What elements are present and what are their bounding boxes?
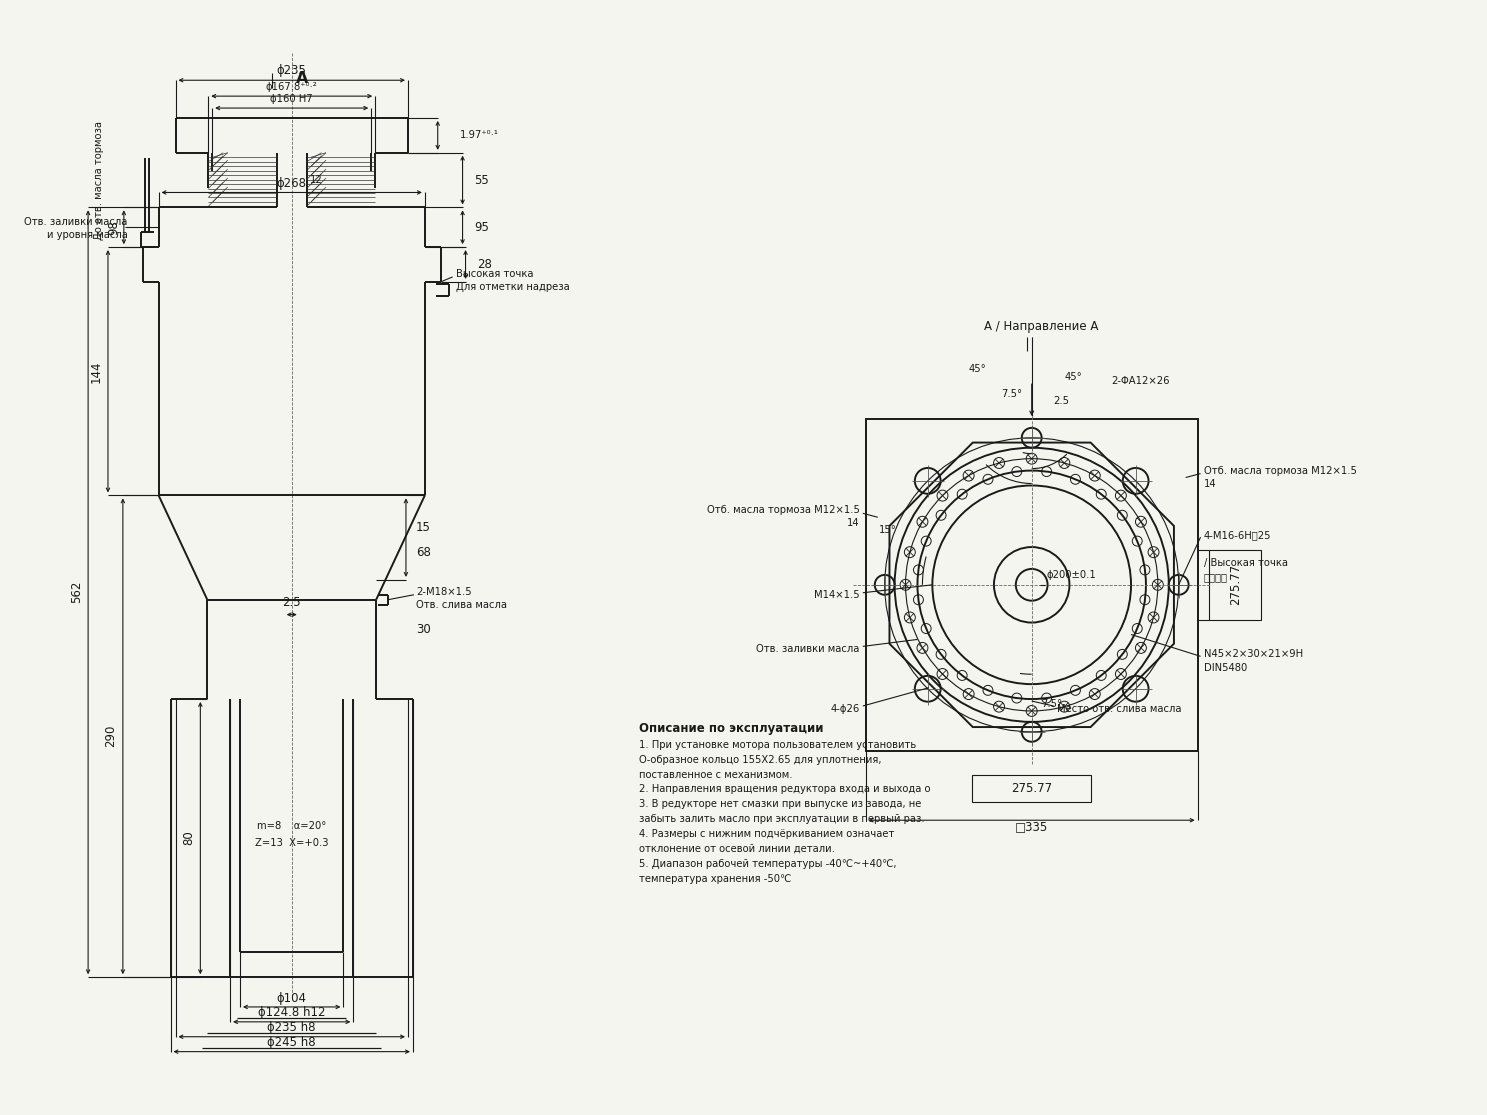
Text: 3. В редукторе нет смазки при выпуске из завода, не: 3. В редукторе нет смазки при выпуске из… xyxy=(639,799,922,809)
Bar xyxy=(1209,550,1261,620)
Text: 1.97⁺⁰·¹: 1.97⁺⁰·¹ xyxy=(459,130,498,140)
Text: ϕ235 h8: ϕ235 h8 xyxy=(268,1021,315,1035)
Text: отклонение от осевой линии детали.: отклонение от осевой линии детали. xyxy=(639,844,836,854)
Text: 2.5: 2.5 xyxy=(283,597,300,609)
Text: 98: 98 xyxy=(107,220,120,234)
Text: ϕ235: ϕ235 xyxy=(277,64,306,77)
Text: Отб. масла тормоза М12×1.5: Отб. масла тормоза М12×1.5 xyxy=(706,505,859,515)
Text: ϕ160 H7: ϕ160 H7 xyxy=(271,94,314,104)
Text: m=8    α=20°: m=8 α=20° xyxy=(257,821,327,831)
Text: 12: 12 xyxy=(311,175,323,185)
Text: 45°: 45° xyxy=(968,365,986,375)
Text: О-образное кольцо 155X2.65 для уплотнения,: О-образное кольцо 155X2.65 для уплотнени… xyxy=(639,755,882,765)
Text: Отб. масла тормоза М12×1.5: Отб. масла тормоза М12×1.5 xyxy=(1203,466,1356,476)
Text: 15: 15 xyxy=(416,521,431,534)
Text: А / Направление А: А / Направление А xyxy=(984,320,1099,333)
Text: ϕ245 h8: ϕ245 h8 xyxy=(268,1036,317,1049)
Text: Для отметки надреза: Для отметки надреза xyxy=(455,282,570,292)
Text: 15°: 15° xyxy=(879,525,897,535)
Text: 4. Размеры с нижним подчёркиванием означает: 4. Размеры с нижним подчёркиванием означ… xyxy=(639,830,895,840)
Text: 275.77: 275.77 xyxy=(1011,782,1053,795)
Text: DIN5480: DIN5480 xyxy=(1203,663,1246,673)
Text: 1. При установке мотора пользователем установить: 1. При установке мотора пользователем ус… xyxy=(639,739,916,749)
Text: 4-М16-6Н深25: 4-М16-6Н深25 xyxy=(1203,530,1271,540)
Text: 2.5: 2.5 xyxy=(1053,396,1069,406)
Text: Место отв. слива масла: Место отв. слива масла xyxy=(1057,704,1181,714)
Text: N45×2×30×21×9H: N45×2×30×21×9H xyxy=(1203,649,1303,659)
Text: и уровня масла: и уровня масла xyxy=(48,230,128,240)
Text: поставленное с механизмом.: поставленное с механизмом. xyxy=(639,769,793,779)
Text: Описание по эксплуатации: Описание по эксплуатации xyxy=(639,723,824,735)
Text: / Высокая точка: / Высокая точка xyxy=(1203,558,1288,568)
Text: 14: 14 xyxy=(848,518,859,529)
Text: 55: 55 xyxy=(474,174,489,186)
Text: Высокая точка: Высокая точка xyxy=(455,269,534,279)
Text: 2. Направления вращения редуктора входа и выхода о: 2. Направления вращения редуктора входа … xyxy=(639,785,931,794)
Text: □335: □335 xyxy=(1016,821,1048,834)
Text: 14: 14 xyxy=(1203,478,1216,488)
Text: 275.77: 275.77 xyxy=(1228,564,1242,605)
Text: 144: 144 xyxy=(89,360,103,382)
Text: 4-ϕ26: 4-ϕ26 xyxy=(831,704,859,714)
Text: 7.5°: 7.5° xyxy=(1041,699,1062,709)
Text: А: А xyxy=(296,70,308,86)
Text: ϕ268: ϕ268 xyxy=(277,177,306,190)
Text: Отв. заливки масла: Отв. заливки масла xyxy=(757,644,859,655)
Text: 290: 290 xyxy=(104,725,117,747)
Bar xyxy=(972,775,1091,803)
Text: 562: 562 xyxy=(70,581,83,603)
Text: Отв. заливки масла: Отв. заливки масла xyxy=(24,217,128,227)
Text: 68: 68 xyxy=(416,546,431,559)
Text: Z=13  X=+0.3: Z=13 X=+0.3 xyxy=(254,838,329,849)
Text: ϕ167.8⁺⁰·²: ϕ167.8⁺⁰·² xyxy=(266,83,318,93)
Text: 80: 80 xyxy=(181,831,195,845)
Text: Отв. слива масла: Отв. слива масла xyxy=(416,600,507,610)
Text: ϕ124.8 h12: ϕ124.8 h12 xyxy=(257,1007,326,1019)
Text: температура хранения -50℃: температура хранения -50℃ xyxy=(639,874,791,884)
Text: До отв. масла тормоза: До отв. масла тормоза xyxy=(94,120,104,240)
Bar xyxy=(865,419,1197,750)
Text: ϕ104: ϕ104 xyxy=(277,991,306,1005)
Text: ϕ200±0.1: ϕ200±0.1 xyxy=(1047,570,1096,580)
Text: 95: 95 xyxy=(474,221,489,234)
Text: 28: 28 xyxy=(477,258,492,271)
Text: М14×1.5: М14×1.5 xyxy=(815,590,859,600)
Text: 2-ΦА12×26: 2-ΦА12×26 xyxy=(1112,376,1170,386)
Text: 2-М18×1.5: 2-М18×1.5 xyxy=(416,586,471,597)
Text: 7.5°: 7.5° xyxy=(1001,389,1023,399)
Text: 高点位置: 高点位置 xyxy=(1203,572,1228,582)
Text: 5. Диапазон рабочей температуры -40℃~+40℃,: 5. Диапазон рабочей температуры -40℃~+40… xyxy=(639,859,897,869)
Text: забыть залить масло при эксплуатации в первый раз.: забыть залить масло при эксплуатации в п… xyxy=(639,814,925,824)
Text: 45°: 45° xyxy=(1065,372,1083,382)
Text: 30: 30 xyxy=(416,623,431,636)
